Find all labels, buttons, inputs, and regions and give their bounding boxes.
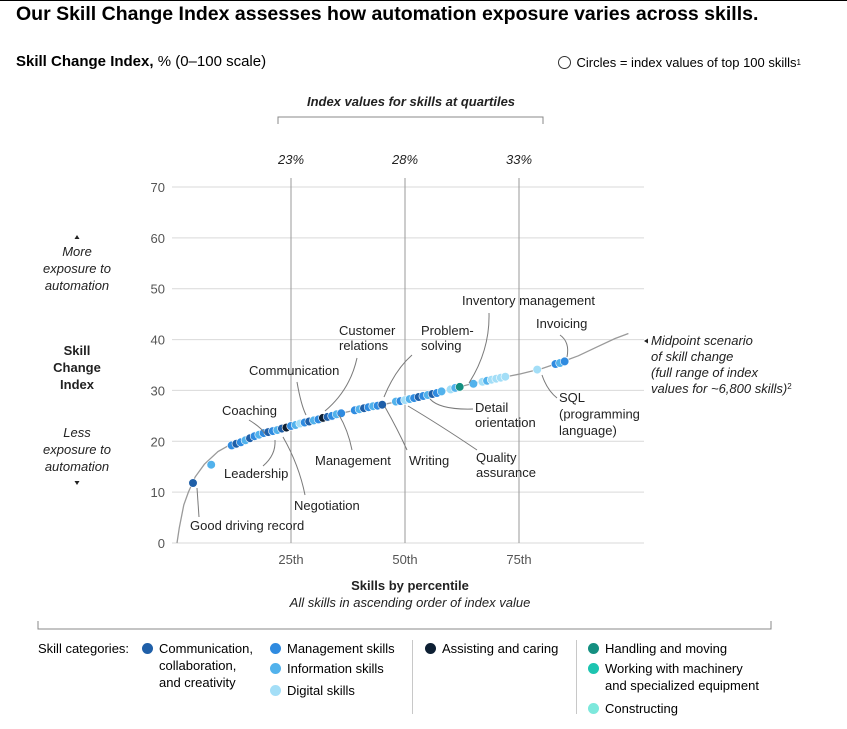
- skill-change-chart: 0 10 20 30 40 50 60 70 23% 28% 33% Index values for…: [0, 0, 847, 640]
- annotation-leader-leadership: [263, 440, 275, 466]
- annotation-coaching: Coaching: [222, 403, 277, 418]
- legend-item-label: Digital skills: [287, 682, 355, 699]
- x-tick-label: 75th: [506, 552, 531, 567]
- annotation-leader-detail: [430, 399, 473, 409]
- skill-point: [437, 387, 446, 396]
- legend-swatch: [588, 643, 599, 654]
- annotation-leader-management: [339, 415, 352, 450]
- legend-swatch: [588, 663, 599, 674]
- annotation-communication: Communication: [249, 363, 339, 378]
- legend-item: Working with machinery and specialized eq…: [588, 660, 759, 694]
- curve-label-last: values for ~6,800 skills)2: [651, 381, 792, 396]
- legend-item: Handling and moving: [588, 640, 727, 657]
- legend-divider: [576, 640, 577, 714]
- y-less-label: Less exposure to automation: [43, 425, 111, 474]
- legend-item-label: Constructing: [605, 700, 678, 717]
- skill-point: [455, 383, 464, 392]
- skill-point: [501, 372, 510, 381]
- curve-label-arrow-icon: [644, 339, 648, 344]
- legend-swatch: [270, 643, 281, 654]
- legend-item: Digital skills: [270, 682, 355, 699]
- legend-item-label: Handling and moving: [605, 640, 727, 657]
- annotation-leader-invoicing: [560, 335, 568, 357]
- legend-swatch: [588, 703, 599, 714]
- up-arrow-icon: [75, 235, 80, 239]
- y-tick-label: 30: [151, 383, 165, 398]
- annotation-leader-sql: [542, 375, 557, 398]
- annotation-management: Management: [315, 453, 391, 468]
- x-axis-title: Skills by percentile: [351, 578, 469, 593]
- legend-swatch: [425, 643, 436, 654]
- quartile-label: 28%: [391, 152, 418, 167]
- annotation-leadership: Leadership: [224, 466, 288, 481]
- skill-point: [533, 365, 542, 374]
- legend-item: Assisting and caring: [425, 640, 558, 657]
- legend-item-label: Communication, collaboration, and creativi…: [159, 640, 253, 691]
- y-tick-label: 70: [151, 180, 165, 195]
- annotation-detail: Detail orientation: [475, 400, 536, 430]
- quartile-bracket: [278, 117, 543, 124]
- x-tick-label: 50th: [392, 552, 417, 567]
- y-tick-label: 10: [151, 485, 165, 500]
- legend-item: Constructing: [588, 700, 678, 717]
- skill-point: [337, 409, 346, 418]
- y-tick-label: 0: [158, 536, 165, 551]
- x-tick-label: 25th: [278, 552, 303, 567]
- quartile-label: 33%: [506, 152, 532, 167]
- legend-divider: [412, 640, 413, 714]
- legend-item-label: Information skills: [287, 660, 384, 677]
- legend-item-label: Management skills: [287, 640, 395, 657]
- annotation-invoicing: Invoicing: [536, 316, 587, 331]
- legend-item-label: Assisting and caring: [442, 640, 558, 657]
- skill-point: [207, 460, 216, 469]
- legend-item: Information skills: [270, 660, 384, 677]
- curve-label: Midpoint scenario of skill change (full ra…: [651, 333, 758, 380]
- legend-swatch: [270, 685, 281, 696]
- y-more-label: More exposure to automation: [43, 244, 111, 293]
- annotation-sql: SQL (programming language): [559, 390, 640, 438]
- legend-swatch: [142, 643, 153, 654]
- y-tick-label: 50: [151, 282, 165, 297]
- legend-label: Skill categories:: [38, 640, 129, 657]
- annotation-negotiation: Negotiation: [294, 498, 360, 513]
- annotation-leader-quality: [408, 406, 477, 450]
- y-axis-title: Skill Change Index: [53, 343, 101, 392]
- legend-swatch: [270, 663, 281, 674]
- annotation-problem: Problem-solving: [421, 323, 474, 353]
- annotation-customer: Customer relations: [339, 323, 396, 353]
- down-arrow-icon: [75, 481, 80, 485]
- quartile-label: 23%: [277, 152, 304, 167]
- skill-point: [560, 357, 569, 366]
- quartile-heading: Index values for skills at quartiles: [307, 94, 515, 109]
- y-tick-label: 40: [151, 333, 165, 348]
- annotation-quality: Quality assurance: [476, 450, 536, 480]
- legend-item-label: Working with machinery and specialized eq…: [605, 660, 759, 694]
- legend-bracket: [38, 621, 771, 629]
- annotation-leader-communication: [297, 382, 306, 415]
- annotation-writing: Writing: [409, 453, 449, 468]
- y-tick-label: 20: [151, 434, 165, 449]
- annotation-leader-writing: [385, 407, 407, 450]
- legend-item: Management skills: [270, 640, 395, 657]
- skill-point: [189, 479, 198, 488]
- legend-item: Communication, collaboration, and creativi…: [142, 640, 253, 691]
- x-axis-subtitle: All skills in ascending order of index v…: [289, 595, 531, 610]
- annotation-inventory: Inventory management: [462, 293, 595, 308]
- annotation-driving: Good driving record: [190, 518, 304, 533]
- y-tick-label: 60: [151, 231, 165, 246]
